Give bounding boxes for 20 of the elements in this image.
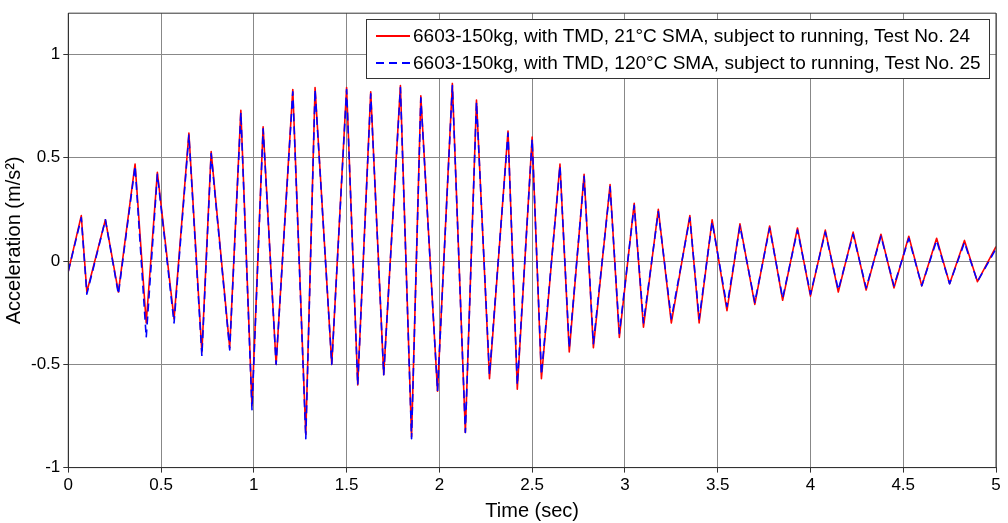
y-tick-label: 1 <box>50 44 61 64</box>
y-tick-label: -0.5 <box>31 354 61 374</box>
x-tick-label: 4 <box>805 475 816 495</box>
x-tick-label: 4.5 <box>891 475 916 495</box>
x-tick-label: 3 <box>620 475 630 495</box>
x-axis-title: Time (sec) <box>485 498 579 521</box>
x-tick-label: 3.5 <box>705 475 730 495</box>
legend-label: 6603-150kg, with TMD, 21°C SMA, subject to running, Test No. 24 <box>413 24 971 49</box>
y-tick-label: -1 <box>45 457 61 477</box>
legend-label: 6603-150kg, with TMD, 120°C SMA, subject to running, Test No. 25 <box>413 51 981 76</box>
y-tick-label: 0.5 <box>36 147 61 167</box>
x-tick-label: 5 <box>991 475 1001 495</box>
x-tick-label: 0 <box>63 475 74 495</box>
x-tick-label: 1 <box>249 475 259 495</box>
y-axis-title: Acceleration (m/s²) <box>1 156 24 325</box>
x-tick-label: 2.5 <box>520 475 544 495</box>
y-tick-label: 0 <box>50 250 61 270</box>
x-tick-label: 2 <box>434 475 445 495</box>
x-tick-label: 1.5 <box>334 475 359 495</box>
x-tick-label: 0.5 <box>149 475 173 495</box>
